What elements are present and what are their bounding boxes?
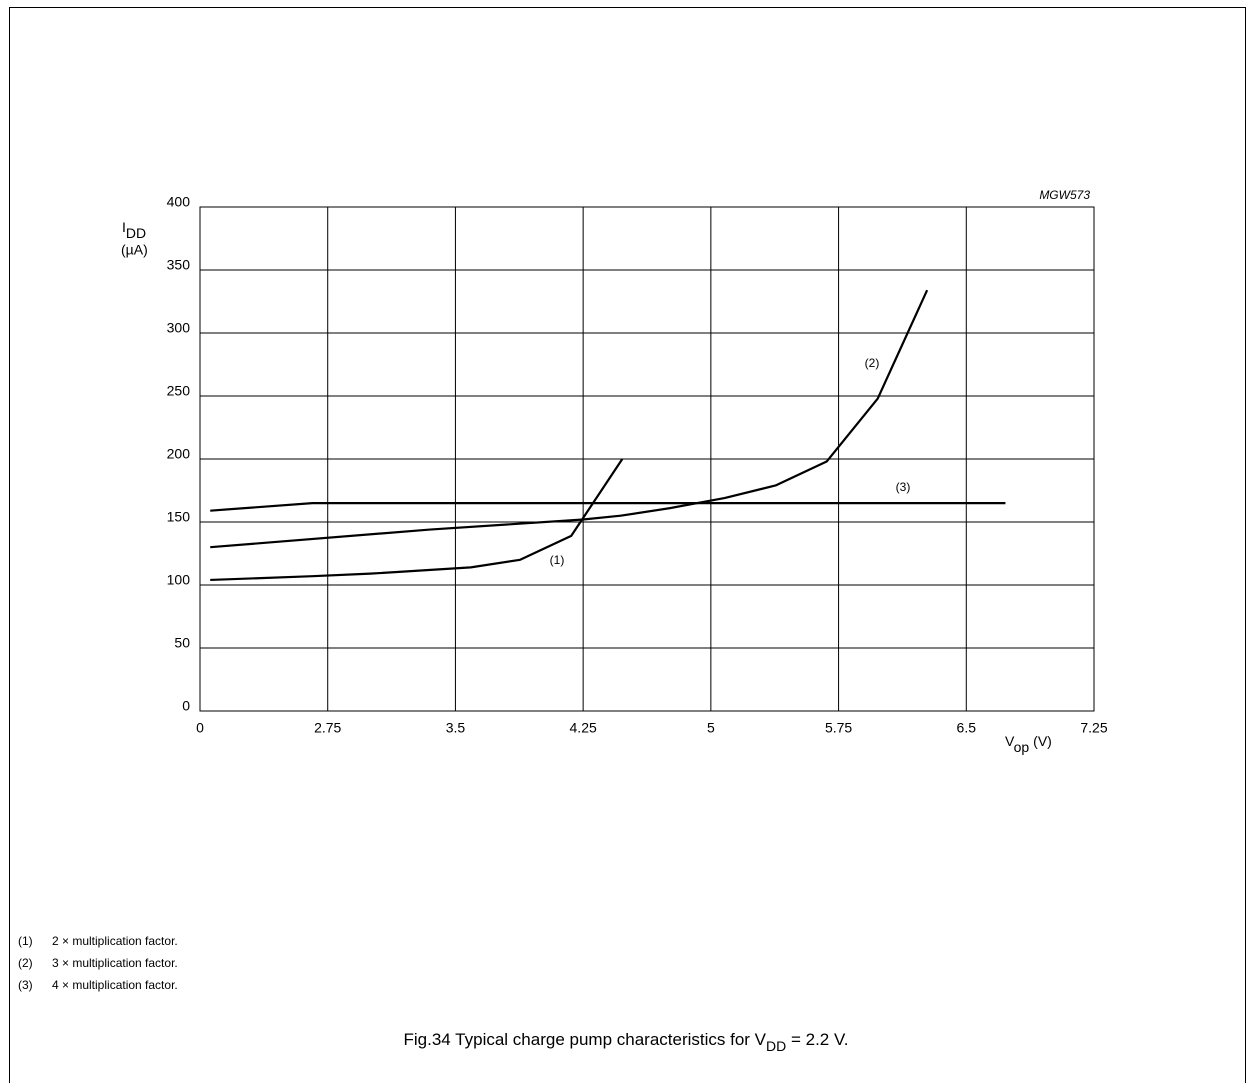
- x-tick-label: 0: [196, 720, 204, 736]
- y-label-sub: DD: [126, 225, 146, 241]
- x-tick-label: 5.75: [825, 720, 852, 736]
- caption-text: Fig.34 Typical charge pump characteristi…: [404, 1030, 767, 1049]
- y-tick-label: 150: [167, 509, 191, 525]
- figure-code: MGW573: [1039, 188, 1090, 202]
- note-marker: (1): [18, 934, 33, 948]
- y-tick-label: 100: [167, 572, 191, 588]
- frame: [9, 7, 1246, 1083]
- y-tick-label: 400: [167, 194, 191, 210]
- x-tick-label: 7.25: [1080, 720, 1107, 736]
- x-label-main: V: [1005, 733, 1015, 749]
- caption: Fig.34 Typical charge pump characteristi…: [404, 1030, 849, 1053]
- note-text: 3 × multiplication factor.: [52, 956, 178, 970]
- series-line: [210, 289, 929, 549]
- x-label-unit: (V): [1033, 733, 1052, 749]
- x-tick-label: 3.5: [446, 720, 466, 736]
- note-text: 2 × multiplication factor.: [52, 934, 178, 948]
- x-axis-label: Vop (V): [1005, 733, 1052, 755]
- x-tick-label: 2.75: [314, 720, 341, 736]
- y-tick-label: 50: [174, 635, 190, 651]
- note-marker: (2): [18, 956, 33, 970]
- caption-text: = 2.2 V.: [786, 1030, 848, 1049]
- series-label: (3): [896, 480, 911, 494]
- y-tick-label: 350: [167, 257, 191, 273]
- note-text: 4 × multiplication factor.: [52, 978, 178, 992]
- y-axis-unit: (µA): [121, 242, 148, 258]
- y-axis-label: IDD: [122, 219, 146, 241]
- x-tick-label: 6.5: [957, 720, 977, 736]
- y-tick-label: 250: [167, 383, 191, 399]
- x-label-sub: op: [1014, 739, 1030, 755]
- caption-sub: DD: [766, 1038, 786, 1054]
- note-marker: (3): [18, 978, 33, 992]
- x-tick-label: 4.25: [570, 720, 597, 736]
- series-line: [210, 502, 1006, 512]
- series-label: (1): [550, 553, 565, 567]
- series-line: [210, 458, 624, 582]
- y-tick-label: 200: [167, 446, 191, 462]
- y-label-main: I: [122, 219, 126, 235]
- series-label: (2): [865, 356, 880, 370]
- y-tick-label: 300: [167, 320, 191, 336]
- y-tick-label: 0: [182, 698, 190, 714]
- x-tick-label: 5: [707, 720, 715, 736]
